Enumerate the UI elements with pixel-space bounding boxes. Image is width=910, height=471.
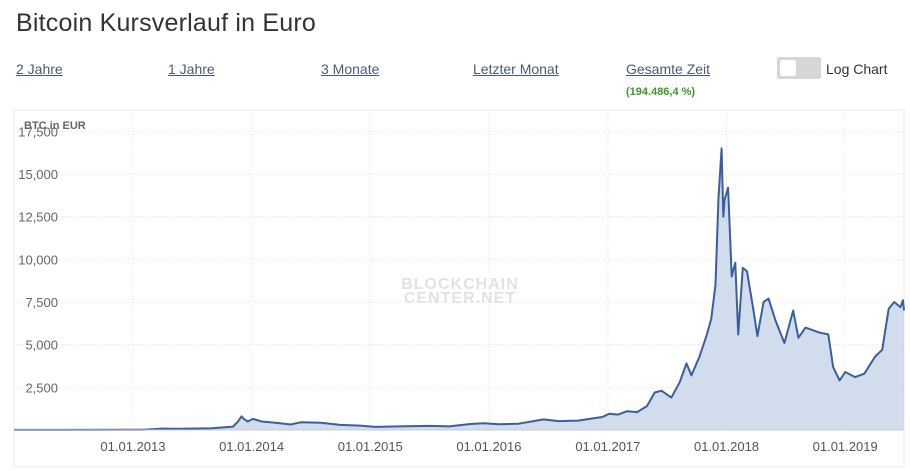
page-title: Bitcoin Kursverlauf in Euro: [16, 9, 316, 37]
y-axis-title: BTC in EUR: [24, 120, 86, 132]
y-tick-label: 12,500: [18, 210, 58, 225]
log-chart-toggle[interactable]: [777, 57, 821, 79]
y-tick-label: 15,000: [18, 167, 58, 182]
range-link-2-jahre[interactable]: 2 Jahre: [16, 61, 63, 77]
y-tick-label: 7,500: [25, 295, 58, 310]
y-tick-label: 2,500: [25, 380, 58, 395]
price-chart: BLOCKCHAIN CENTER.NET 2,500 5,000 7,500 10,…: [0, 107, 910, 471]
range-link-gesamte-zeit[interactable]: Gesamte Zeit: [626, 61, 711, 77]
x-tick-label: 01.01.2017: [575, 439, 640, 454]
watermark: BLOCKCHAIN CENTER.NET: [401, 276, 519, 307]
axis-labels: 2,500 5,000 7,500 10,000 12,500 15,000 17,500 0…: [14, 124, 904, 454]
series-area: [14, 148, 904, 430]
x-tick-label: 01.01.2016: [456, 439, 521, 454]
watermark-line1: BLOCKCHAIN: [401, 276, 519, 293]
toggle-knob: [780, 60, 796, 76]
range-link-1-jahre[interactable]: 1 Jahre: [168, 61, 215, 77]
series-layer: [14, 147, 905, 431]
y-tick-label: 10,000: [18, 252, 58, 267]
x-tick-label: 01.01.2015: [338, 439, 403, 454]
total-change-percent: (194.486,4 %): [626, 86, 696, 98]
x-tick-label: 01.01.2019: [813, 439, 878, 454]
range-link-letzter-monat[interactable]: Letzter Monat: [473, 61, 559, 77]
y-tick-label: 17,500: [18, 124, 58, 139]
x-tick-label: 01.01.2018: [694, 439, 759, 454]
price-chart-svg: BLOCKCHAIN CENTER.NET 2,500 5,000 7,500 10,…: [13, 109, 905, 468]
log-chart-label: Log Chart: [826, 61, 888, 77]
range-link-3-monate[interactable]: 3 Monate: [321, 61, 380, 77]
watermark-line2: CENTER.NET: [404, 290, 516, 307]
y-tick-label: 5,000: [25, 338, 58, 353]
x-tick-label: 01.01.2013: [100, 439, 165, 454]
series-line: [14, 147, 905, 431]
x-tick-label: 01.01.2014: [219, 439, 284, 454]
